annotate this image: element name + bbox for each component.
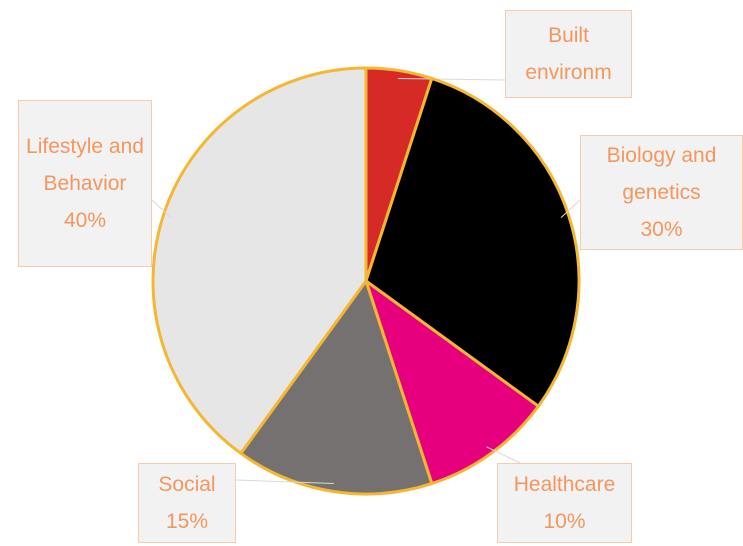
pie-slice: [364, 76, 581, 408]
label-value: 40%: [63, 209, 107, 232]
leader-line: [398, 78, 506, 81]
data-label: Built environm: [505, 10, 632, 98]
data-label: Lifestyle and Behavior 40%: [18, 100, 152, 267]
leader-line: [486, 446, 521, 464]
label-category: Biology and genetics: [606, 144, 717, 204]
label-category: Lifestyle and Behavior: [26, 135, 144, 195]
pie-slice: [151, 66, 368, 455]
leader-line: [235, 479, 334, 484]
data-label: Social 15%: [138, 463, 236, 543]
pie-slice: [364, 279, 540, 486]
label-category: Healthcare: [513, 473, 616, 496]
label-value: 30%: [640, 218, 683, 241]
label-category: Social: [158, 473, 216, 496]
label-category: Built environm: [525, 24, 612, 84]
label-value: 10%: [543, 510, 586, 533]
label-value: 15%: [165, 510, 209, 533]
data-label: Healthcare 10%: [497, 463, 632, 543]
pie-slice: [239, 279, 434, 496]
leader-line: [560, 199, 581, 219]
leader-line: [151, 199, 172, 219]
data-label: Biology and genetics 30%: [580, 135, 743, 250]
